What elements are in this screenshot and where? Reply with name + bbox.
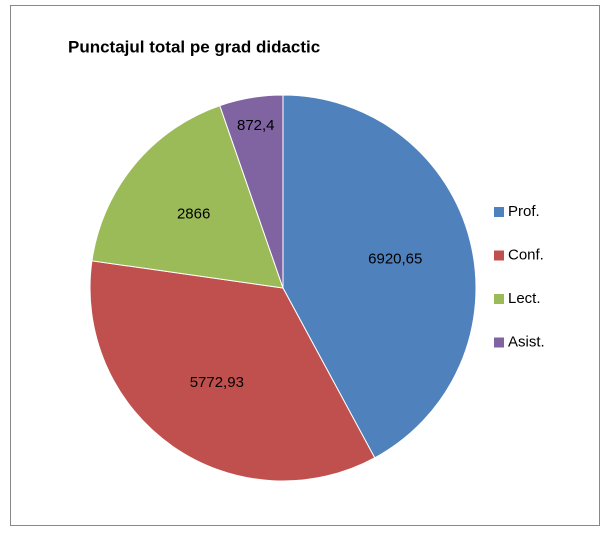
pie-slice bbox=[219, 94, 284, 289]
legend-label: Asist. bbox=[508, 333, 545, 350]
pie-slice bbox=[89, 260, 376, 482]
pie-slice bbox=[282, 94, 477, 459]
data-label: 872,4 bbox=[237, 117, 275, 134]
legend-label: Prof. bbox=[508, 203, 540, 220]
legend-swatch bbox=[494, 250, 504, 261]
legend-label: Lect. bbox=[508, 290, 541, 307]
legend-swatch bbox=[494, 294, 504, 304]
legend-swatch bbox=[494, 207, 504, 217]
data-label: 2866 bbox=[177, 205, 210, 222]
legend-swatch bbox=[494, 337, 504, 348]
data-label: 6920,65 bbox=[368, 251, 422, 268]
legend-label: Conf. bbox=[508, 246, 544, 263]
data-label: 5772,93 bbox=[190, 374, 244, 391]
chart-title: Punctajul total pe grad didactic bbox=[68, 37, 320, 56]
